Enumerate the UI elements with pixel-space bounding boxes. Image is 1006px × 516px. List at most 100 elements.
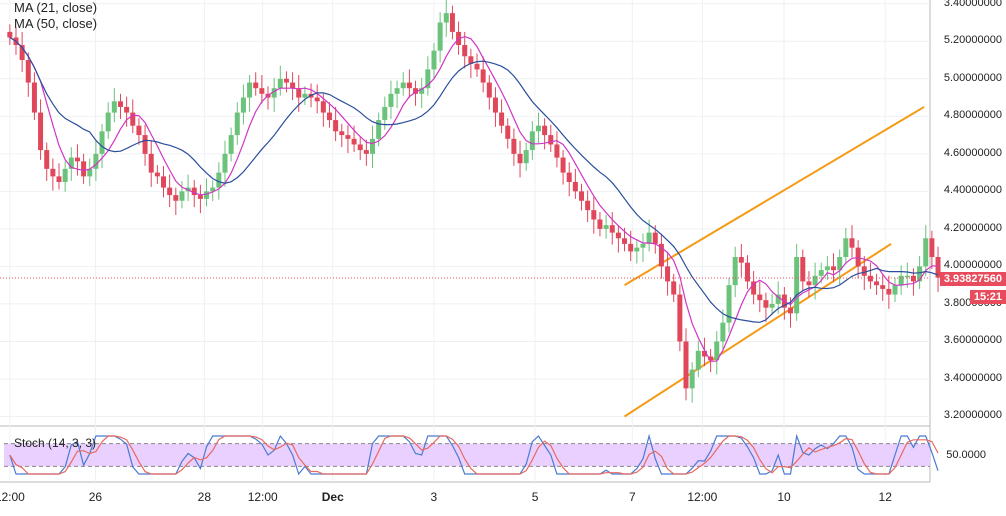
y-tick-label: 4.40000000 xyxy=(943,184,1002,197)
channel-upper xyxy=(624,106,925,287)
candle-body xyxy=(400,82,406,89)
candle-body xyxy=(93,153,99,169)
candle-body xyxy=(376,120,382,139)
candle-body xyxy=(333,120,339,132)
candle-body xyxy=(443,13,449,23)
y-tick-label: 3.20000000 xyxy=(943,409,1002,422)
candle-body xyxy=(603,225,609,229)
candle-body xyxy=(81,161,87,177)
candle-body xyxy=(689,369,695,389)
candle-body xyxy=(744,262,750,282)
candle-body xyxy=(523,150,529,164)
candle-body xyxy=(652,232,658,244)
y-tick-label: 3.40000000 xyxy=(943,371,1002,384)
candle-body xyxy=(775,294,781,304)
candle-body xyxy=(843,238,849,258)
candle-body xyxy=(788,307,794,314)
candle-body xyxy=(898,275,904,286)
candle-body xyxy=(517,153,523,164)
candle-body xyxy=(566,172,572,182)
candle-body xyxy=(486,82,492,98)
x-tick-label: 12:00 xyxy=(0,490,25,504)
candle-body xyxy=(50,168,56,177)
candle-body xyxy=(271,88,277,98)
candle-body xyxy=(695,350,701,370)
candle-body xyxy=(161,176,167,188)
ma21-line xyxy=(9,35,939,362)
candle-body xyxy=(757,294,763,301)
y-tick-label: 3.40000000 xyxy=(943,0,1002,9)
countdown-tag: 15:21 xyxy=(969,290,1006,304)
candle-body xyxy=(197,195,203,199)
candle-body xyxy=(615,232,621,239)
y-tick-label: 4.80000000 xyxy=(943,109,1002,122)
candle-body xyxy=(425,69,431,89)
stoch-label: Stoch (14, 3, 3) xyxy=(14,436,97,450)
candle-body xyxy=(535,125,541,132)
candle-body xyxy=(474,63,480,70)
candle-body xyxy=(917,266,923,282)
candle-body xyxy=(228,135,234,154)
candle-body xyxy=(769,303,775,308)
candle-body xyxy=(579,191,585,201)
candle-body xyxy=(62,168,68,182)
candle-body xyxy=(880,285,886,289)
candle-body xyxy=(167,187,173,196)
candle-body xyxy=(751,281,757,295)
candle-body xyxy=(142,135,148,154)
candle-body xyxy=(462,45,468,57)
candle-body xyxy=(923,238,929,267)
candle-body xyxy=(529,131,535,151)
candle-body xyxy=(382,106,388,121)
candle-body xyxy=(7,31,13,38)
y-tick-label: 5.20000000 xyxy=(943,34,1002,47)
candle-body xyxy=(929,238,935,258)
candle-body xyxy=(253,82,259,89)
candle-body xyxy=(726,285,732,323)
candle-body xyxy=(314,97,320,102)
candle-body xyxy=(738,257,744,263)
candle-body xyxy=(837,257,843,271)
candle-body xyxy=(44,150,50,169)
candle-body xyxy=(130,112,136,126)
candle-body xyxy=(124,106,130,113)
candle-body xyxy=(105,112,111,132)
stoch-d-line xyxy=(9,435,939,475)
candle-body xyxy=(339,131,345,136)
candle-body xyxy=(640,243,646,248)
candle-body xyxy=(216,172,222,188)
candle-body xyxy=(320,101,326,113)
candle-body xyxy=(363,150,369,154)
candle-body xyxy=(437,22,443,51)
candle-body xyxy=(763,300,769,308)
x-tick-label: 12 xyxy=(878,490,892,504)
candle-body xyxy=(677,294,683,342)
candle-body xyxy=(31,82,37,113)
candle-body xyxy=(671,281,677,295)
legend-ma50: MA (50, close) xyxy=(14,16,98,31)
x-tick-label: 7 xyxy=(628,490,636,504)
candle-body xyxy=(68,157,74,169)
candle-body xyxy=(609,225,615,233)
candle-body xyxy=(234,112,240,136)
legend-ma21: MA (21, close) xyxy=(14,0,98,15)
x-tick-label: Dec xyxy=(321,490,344,504)
y-tick-label: 4.20000000 xyxy=(943,221,1002,234)
candle-body xyxy=(492,97,498,113)
candle-body xyxy=(388,93,394,107)
candle-body xyxy=(628,243,634,252)
candle-body xyxy=(806,281,812,286)
candle-body xyxy=(886,288,892,295)
x-tick-label: 26 xyxy=(88,490,103,504)
x-tick-label: 10 xyxy=(777,490,791,504)
candle-body xyxy=(240,97,246,113)
candle-body xyxy=(861,266,867,276)
candle-body xyxy=(831,266,837,271)
x-tick-label: 12:00 xyxy=(687,490,718,504)
candle-body xyxy=(849,238,855,248)
candle-body xyxy=(302,93,308,98)
candle-body xyxy=(622,238,628,244)
candle-body xyxy=(665,266,671,282)
